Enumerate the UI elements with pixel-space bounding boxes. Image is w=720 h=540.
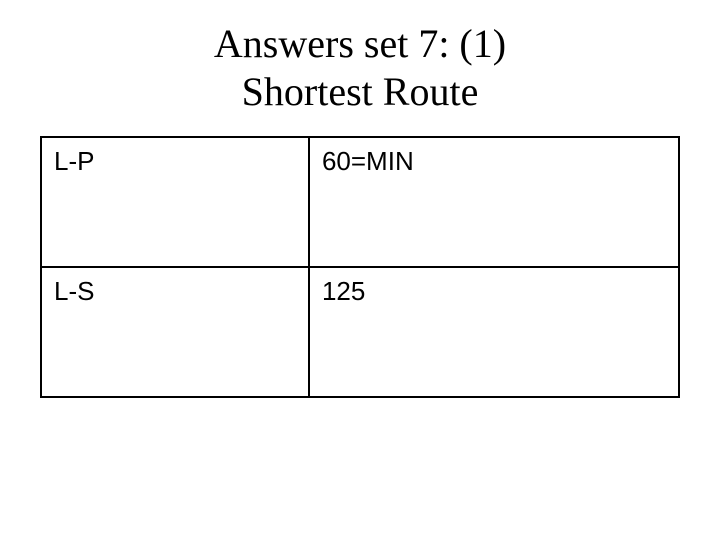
- route-cell: L-S: [41, 267, 309, 397]
- route-cell: L-P: [41, 137, 309, 267]
- answers-table-container: L-P 60=MIN L-S 125: [40, 136, 680, 398]
- slide-title: Answers set 7: (1) Shortest Route: [0, 0, 720, 136]
- table-row: L-P 60=MIN: [41, 137, 679, 267]
- value-cell: 125: [309, 267, 679, 397]
- answers-table: L-P 60=MIN L-S 125: [40, 136, 680, 398]
- title-line-1: Answers set 7: (1): [0, 20, 720, 68]
- title-line-2: Shortest Route: [0, 68, 720, 116]
- table-row: L-S 125: [41, 267, 679, 397]
- value-cell: 60=MIN: [309, 137, 679, 267]
